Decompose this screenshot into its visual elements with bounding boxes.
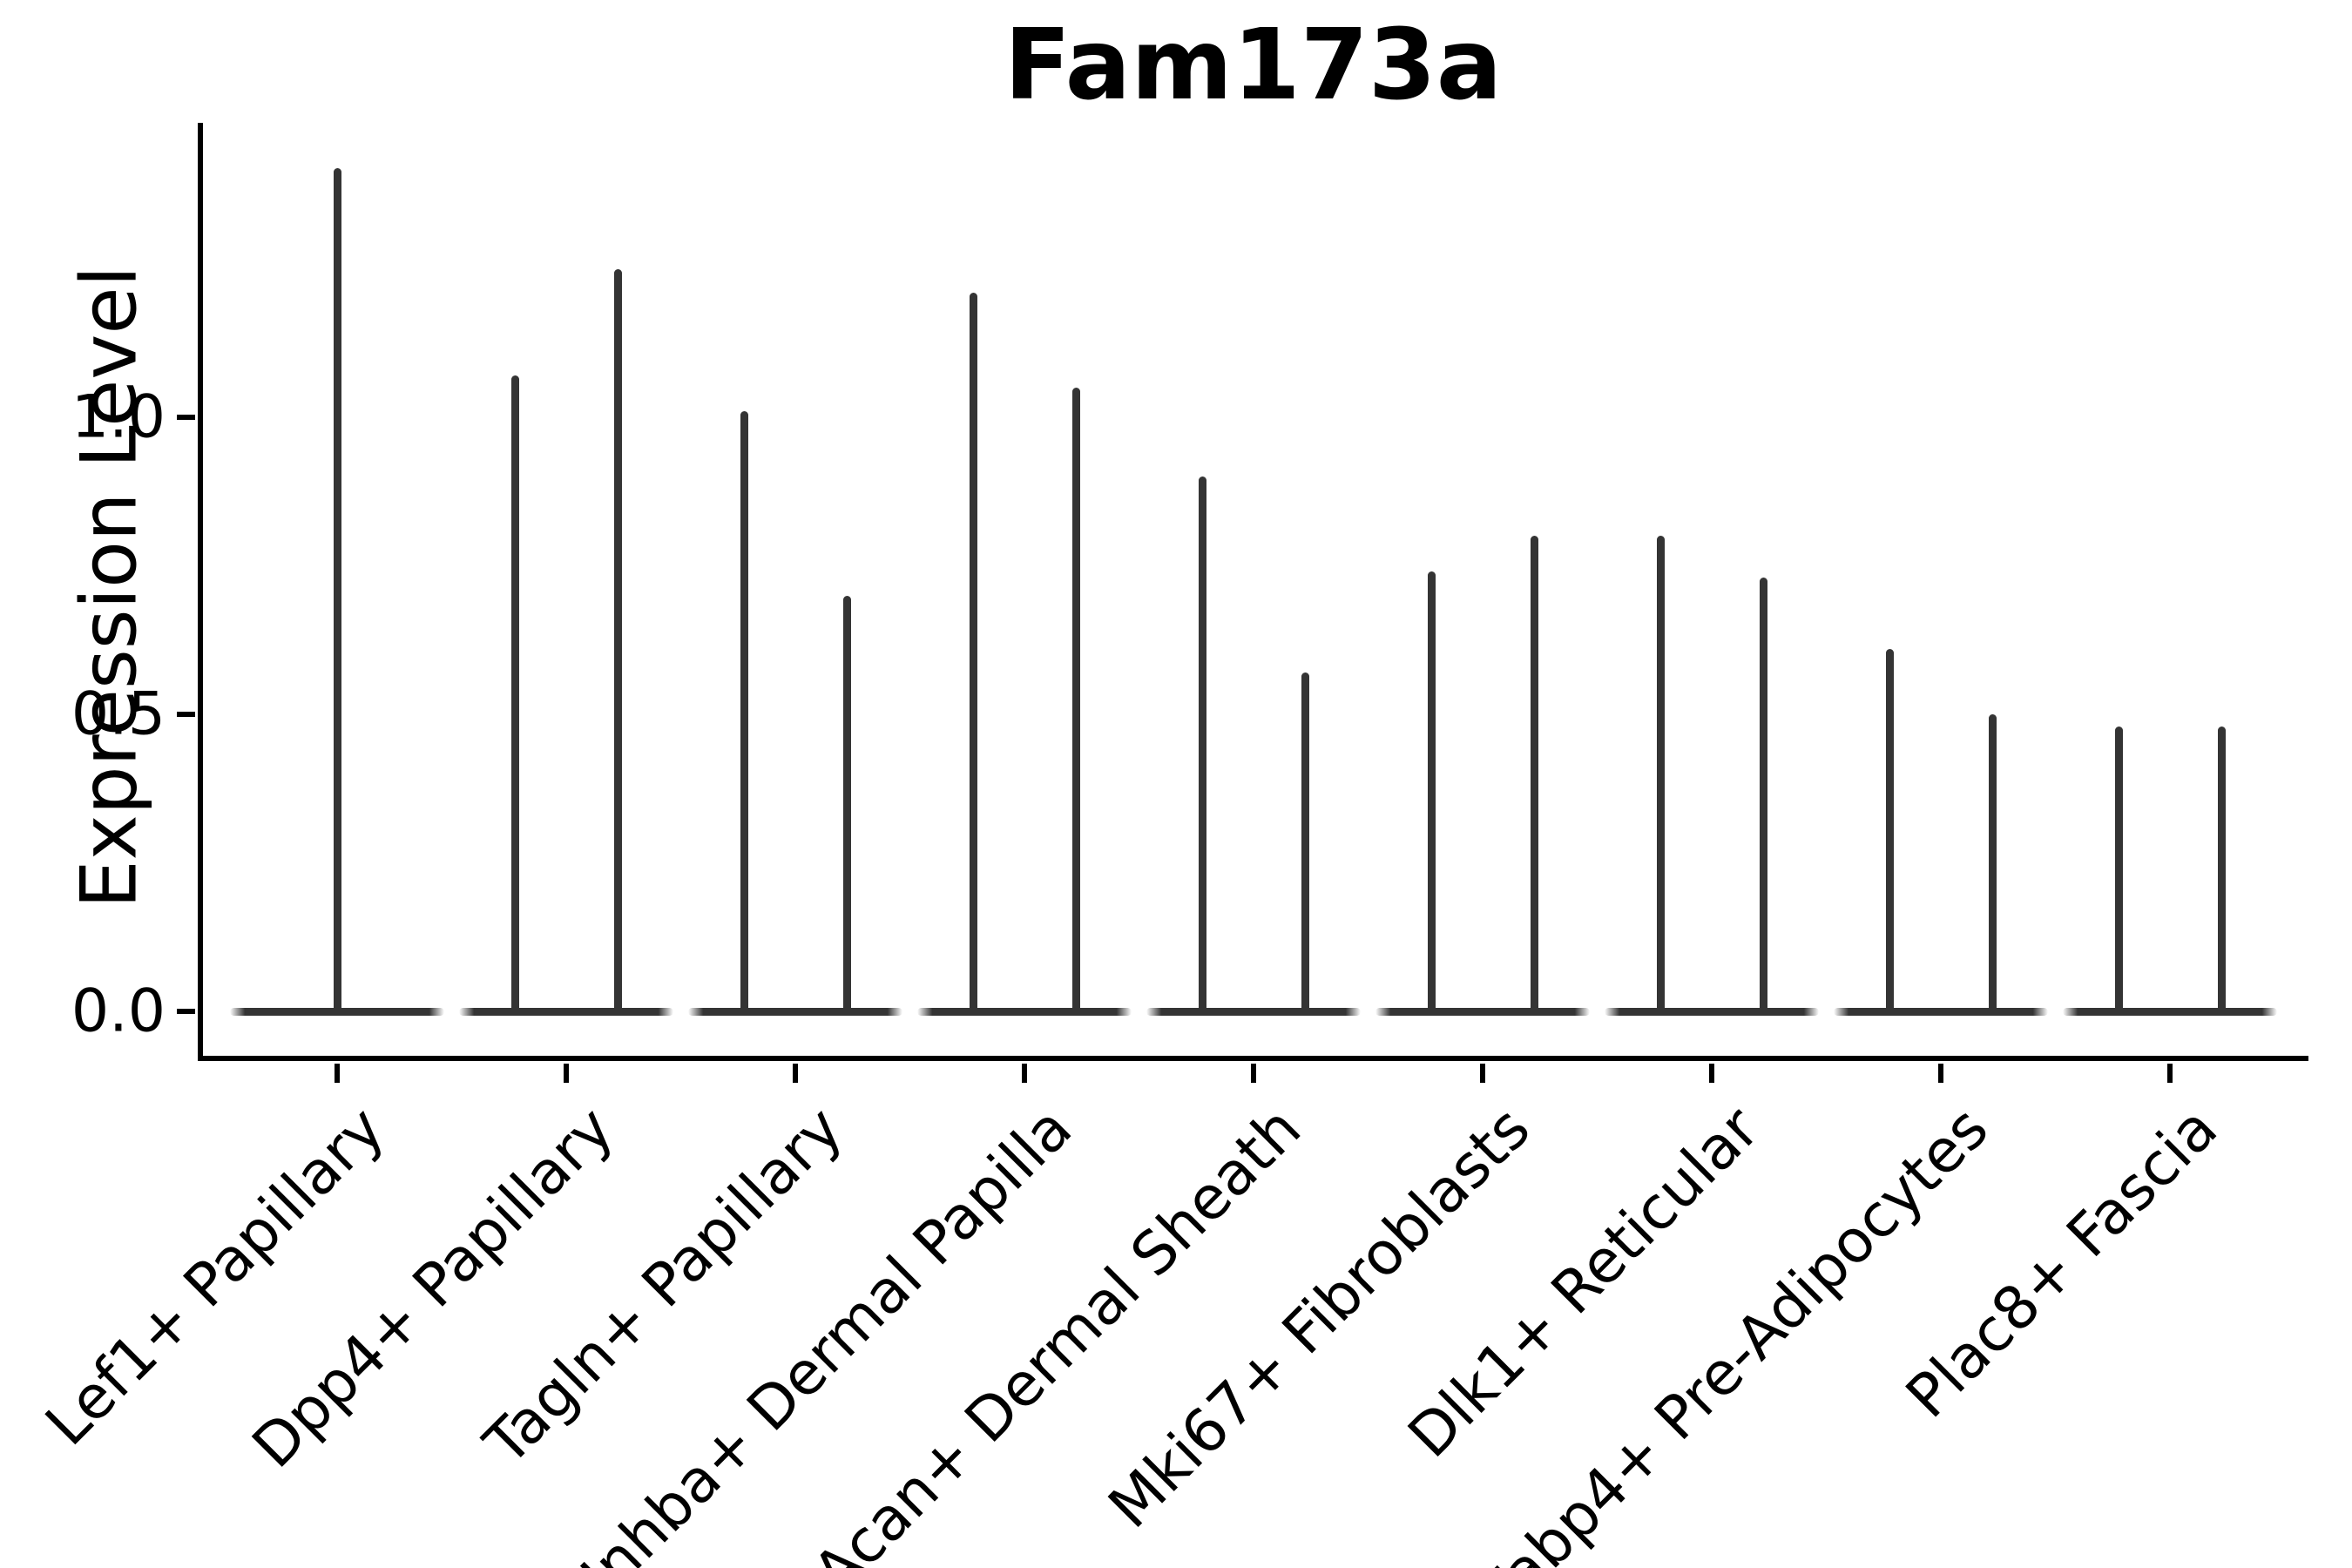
plot-area <box>198 123 2308 1061</box>
y-tick-label: 1.0 <box>71 382 166 452</box>
x-axis-tick <box>1022 1064 1027 1083</box>
violin-spike <box>333 167 341 1013</box>
violin-spike <box>1198 476 1206 1013</box>
violin-base <box>917 1008 1132 1016</box>
x-tick-label: Mki67+ Fibroblasts <box>1096 1094 1544 1542</box>
x-axis-tick <box>2167 1064 2173 1083</box>
violin-spike <box>1427 571 1436 1013</box>
y-axis-tick <box>177 1009 195 1014</box>
violin-spike <box>1530 536 1538 1013</box>
x-axis-tick <box>793 1064 798 1083</box>
violin-base <box>1375 1008 1590 1016</box>
violin-spike <box>613 268 622 1013</box>
violin-spike <box>969 292 977 1013</box>
x-axis-tick <box>1709 1064 1714 1083</box>
y-axis-tick <box>177 712 195 717</box>
violin-base <box>1834 1008 2048 1016</box>
violin-spike <box>1988 714 1997 1013</box>
violin-spike <box>510 375 519 1013</box>
violin-base <box>2063 1008 2277 1016</box>
violin-spike <box>740 411 748 1013</box>
violin-base <box>1605 1008 1819 1016</box>
plot-title: Fam173a <box>1004 9 1503 122</box>
violin-spike <box>1656 536 1665 1013</box>
violin-base <box>459 1008 673 1016</box>
x-axis-tick <box>1480 1064 1485 1083</box>
violin-base <box>1146 1008 1361 1016</box>
x-axis-tick <box>1251 1064 1256 1083</box>
violin-spike <box>1301 672 1309 1013</box>
violin-spike <box>1071 387 1080 1013</box>
y-axis-label: Expression Level <box>64 266 154 909</box>
x-axis-tick <box>564 1064 569 1083</box>
y-tick-label: 0.0 <box>71 977 166 1046</box>
violin-base <box>688 1008 902 1016</box>
y-tick-label: 0.5 <box>71 679 166 749</box>
x-axis-tick <box>1938 1064 1943 1083</box>
x-axis-tick <box>335 1064 340 1083</box>
violin-spike <box>2217 726 2226 1013</box>
violin-spike <box>842 595 851 1013</box>
y-axis-tick <box>177 415 195 420</box>
violin-spike <box>1759 578 1767 1013</box>
violin-spike <box>1885 648 1894 1013</box>
violin-spike <box>2114 726 2123 1013</box>
